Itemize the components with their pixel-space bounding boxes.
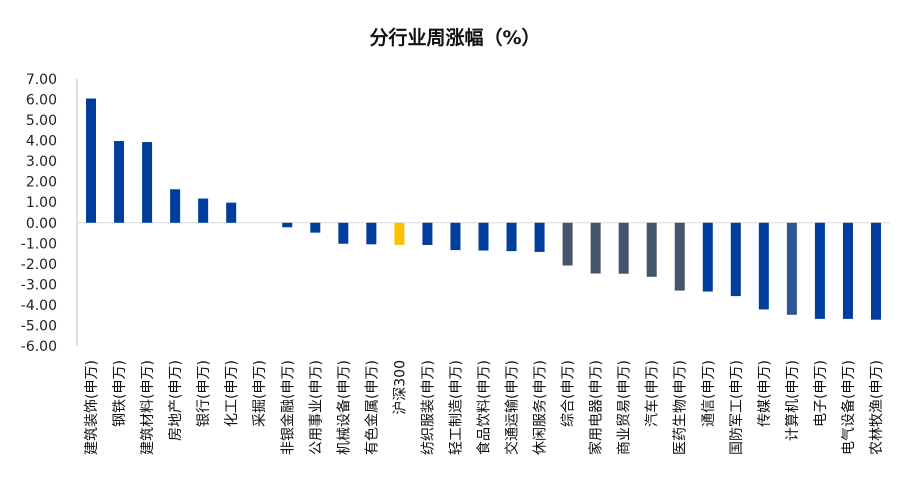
y-tick-label: 6.00 [26, 93, 57, 109]
y-tick-label: -4.00 [21, 298, 57, 314]
x-tick-label: 食品饮料(申万) [476, 360, 493, 455]
bar [506, 222, 517, 252]
x-tick-label: 休闲服务(申万) [533, 360, 549, 455]
bar [870, 222, 881, 320]
x-tick-label: 医药生物(申万) [673, 360, 689, 455]
y-tick-label: 1.00 [26, 195, 57, 211]
x-tick-label: 公用事业(申万) [308, 360, 324, 455]
x-tick-label: 交通运输(申万) [504, 360, 521, 455]
x-tick-label: 建筑装饰(申万) [84, 360, 100, 455]
bar [198, 198, 209, 223]
y-tick-label: 4.00 [26, 134, 57, 150]
x-tick-label: 国防军工(申万) [729, 360, 745, 455]
y-tick-label: -5.00 [21, 318, 57, 334]
x-tick-label: 综合(申万) [561, 360, 577, 427]
bar [338, 222, 349, 244]
x-tick-label: 农林牧渔(申万) [869, 360, 885, 455]
y-tick-label: 0.00 [26, 216, 57, 232]
bar [842, 222, 853, 319]
x-tick-label: 传媒(申万) [757, 360, 773, 427]
bar [814, 222, 825, 319]
y-tick-label: -3.00 [21, 277, 57, 293]
bar [730, 222, 741, 297]
bar [702, 222, 713, 292]
y-axis: 7.00 6.00 5.00 4.00 3.00 2.00 1.00 0.00 -1.00 -2.… [21, 72, 890, 355]
bar [394, 222, 405, 245]
x-tick-label: 沪深300 [392, 360, 408, 415]
bar [142, 142, 153, 223]
x-tick-label: 银行(申万) [196, 360, 212, 427]
x-tick-label: 钢铁(申万) [112, 360, 128, 427]
bar [618, 222, 629, 274]
x-tick-label: 电气设备(申万) [840, 360, 857, 455]
bar [422, 222, 433, 245]
bar [674, 222, 685, 291]
y-tick-label: -2.00 [21, 257, 57, 273]
bar [86, 98, 97, 223]
chart-title: 分行业周涨幅（%） [369, 26, 540, 49]
y-tick-label: 2.00 [26, 175, 57, 191]
bar [590, 222, 601, 274]
x-tick-label: 房地产(申万) [168, 360, 184, 441]
bar [478, 222, 489, 251]
x-tick-label: 计算机(申万) [785, 360, 801, 441]
bar [310, 222, 321, 233]
x-tick-label: 轻工制造(申万) [448, 360, 464, 455]
bar [226, 202, 237, 223]
y-tick-label: 7.00 [26, 72, 57, 88]
x-tick-label: 通信(申万) [701, 360, 717, 427]
bar [450, 222, 461, 251]
bar [534, 222, 545, 252]
x-tick-label: 汽车(申万) [644, 360, 661, 427]
bar [366, 222, 377, 245]
x-tick-label: 非银金融(申万) [280, 360, 296, 455]
bar [562, 222, 573, 266]
bar [170, 189, 181, 223]
y-tick-label: 3.00 [26, 154, 57, 170]
x-tick-label: 家用电器(申万) [588, 360, 605, 455]
bar [646, 222, 657, 277]
x-tick-label: 采掘(申万) [252, 360, 268, 427]
x-tick-label: 有色金属(申万) [363, 360, 380, 455]
bars-group [86, 98, 881, 320]
bar [758, 222, 769, 310]
y-tick-label: -1.00 [21, 236, 57, 252]
y-tick-label: -6.00 [21, 339, 57, 355]
x-tick-label: 商业贸易(申万) [617, 360, 633, 455]
x-axis: 建筑装饰(申万) 钢铁(申万) 建筑材料(申万) 房地产(申万) 银行(申万) 化工(申万… [84, 360, 885, 455]
x-tick-label: 化工(申万) [224, 360, 240, 427]
x-tick-label: 建筑材料(申万) [140, 360, 156, 455]
x-tick-label: 机械设备(申万) [335, 360, 352, 455]
bar [114, 141, 125, 223]
x-tick-label: 纺织服装(申万) [420, 360, 436, 455]
bar [786, 222, 797, 315]
x-tick-label: 电子(申万) [813, 360, 829, 427]
bar [282, 222, 293, 228]
y-tick-label: 5.00 [26, 113, 57, 129]
